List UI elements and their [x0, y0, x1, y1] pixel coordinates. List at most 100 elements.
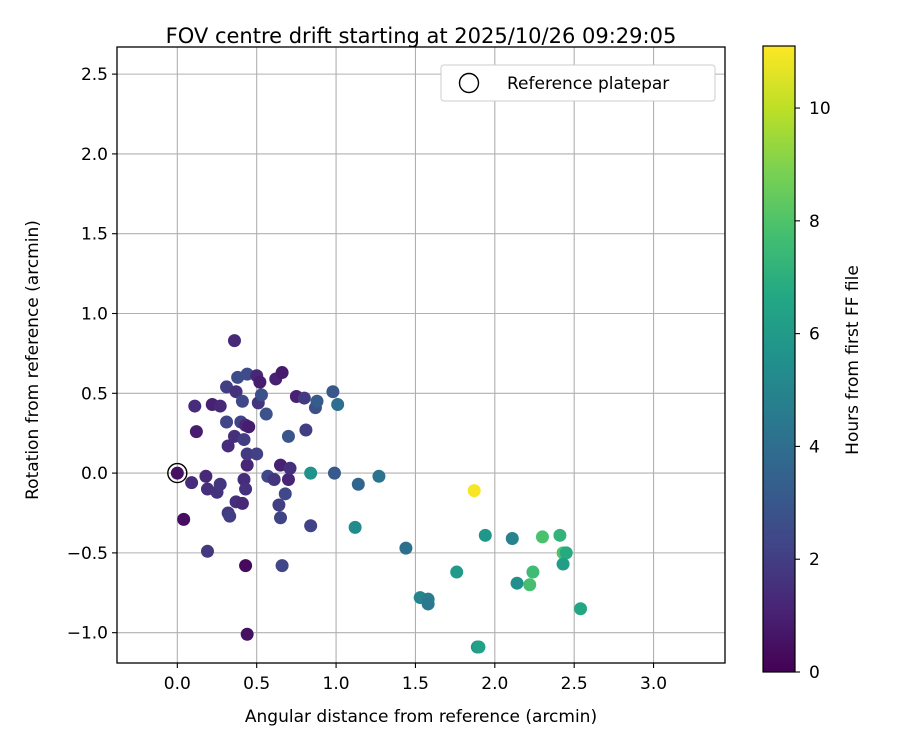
- x-tick-label: 2.0: [481, 674, 508, 694]
- data-point: [267, 472, 281, 486]
- data-point: [253, 375, 267, 389]
- colorbar-tick-label: 2: [809, 550, 820, 570]
- data-point: [213, 399, 227, 413]
- data-point: [399, 541, 413, 555]
- data-point: [240, 447, 254, 461]
- x-tick-label: 0.0: [164, 674, 191, 694]
- x-axis-label: Angular distance from reference (arcmin): [245, 707, 597, 727]
- data-point: [510, 576, 524, 590]
- plot-area-frame: [116, 46, 726, 664]
- data-point: [240, 458, 254, 472]
- data-point: [274, 511, 288, 525]
- data-point: [556, 557, 570, 571]
- data-point: [275, 559, 289, 573]
- data-point: [259, 407, 273, 421]
- data-point: [170, 466, 184, 480]
- data-point: [229, 385, 243, 399]
- y-tick-label: 0.0: [81, 464, 108, 484]
- data-point: [348, 520, 362, 534]
- data-point: [304, 519, 318, 533]
- data-point: [220, 415, 234, 429]
- data-points: [170, 334, 588, 654]
- data-point: [223, 509, 237, 523]
- data-point: [221, 439, 235, 453]
- data-point: [189, 425, 203, 439]
- data-point: [281, 429, 295, 443]
- data-point: [553, 528, 567, 542]
- grid-lines: [117, 47, 725, 663]
- data-point: [237, 472, 251, 486]
- data-point: [372, 469, 386, 483]
- data-point: [250, 447, 264, 461]
- data-point: [235, 394, 249, 408]
- colorbar-gradient: [762, 45, 796, 673]
- colorbar-tick-label: 4: [809, 437, 820, 457]
- data-point: [237, 433, 251, 447]
- data-point: [559, 546, 573, 560]
- y-axis-label: Rotation from reference (arcmin): [23, 220, 43, 500]
- colorbar: 0 2 4 6 8 10 Hours from first FF file: [762, 45, 863, 683]
- x-tick-label: 3.0: [640, 674, 667, 694]
- data-point: [272, 498, 286, 512]
- data-point: [351, 477, 365, 491]
- data-point: [227, 334, 241, 348]
- data-point: [326, 385, 340, 399]
- reference-platepar-marker: [167, 462, 188, 484]
- y-tick-label: 1.5: [81, 225, 108, 245]
- data-point: [188, 399, 202, 413]
- data-point: [472, 640, 486, 654]
- data-point: [299, 423, 313, 437]
- data-point: [526, 565, 540, 579]
- x-tick-label: 1.5: [402, 674, 429, 694]
- data-point: [254, 388, 268, 402]
- x-tick-label: 2.5: [561, 674, 588, 694]
- y-axis-ticks: −1.0 −0.5 0.0 0.5 1.0 1.5 2.0 2.5: [67, 65, 117, 644]
- legend-marker-icon: [458, 72, 480, 94]
- data-point: [240, 627, 254, 641]
- data-point: [327, 466, 341, 480]
- data-point: [450, 565, 464, 579]
- y-tick-label: 2.5: [81, 65, 108, 85]
- reference-marker: [167, 462, 188, 484]
- data-point: [213, 477, 227, 491]
- colorbar-tick-label: 8: [809, 212, 820, 232]
- data-point: [467, 484, 481, 498]
- data-point: [177, 512, 191, 526]
- data-point: [478, 528, 492, 542]
- data-point: [421, 597, 435, 611]
- data-point: [505, 532, 519, 546]
- data-point: [574, 602, 588, 616]
- y-tick-label: −0.5: [67, 544, 108, 564]
- data-point: [200, 544, 214, 558]
- data-point: [275, 366, 289, 380]
- y-tick-label: −1.0: [67, 624, 108, 644]
- x-tick-label: 1.0: [323, 674, 350, 694]
- data-point: [304, 466, 318, 480]
- colorbar-ticks: 0 2 4 6 8 10: [795, 99, 831, 683]
- data-point: [331, 397, 345, 411]
- data-point: [310, 394, 324, 408]
- data-point: [535, 530, 549, 544]
- data-point: [239, 559, 253, 573]
- colorbar-tick-label: 10: [809, 99, 831, 119]
- y-tick-label: 2.0: [81, 145, 108, 165]
- colorbar-tick-label: 0: [809, 663, 820, 683]
- data-point: [283, 461, 297, 475]
- data-point: [185, 476, 199, 490]
- y-tick-label: 0.5: [81, 384, 108, 404]
- legend: Reference platepar: [440, 64, 716, 102]
- data-point: [199, 469, 213, 483]
- x-axis-ticks: 0.0 0.5 1.0 1.5 2.0 2.5 3.0: [164, 663, 667, 694]
- data-point: [242, 420, 256, 434]
- colorbar-tick-label: 6: [809, 325, 820, 345]
- chart-title: FOV centre drift starting at 2025/10/26 …: [166, 24, 677, 48]
- legend-box: [440, 64, 716, 102]
- data-point: [297, 391, 311, 405]
- data-point: [235, 496, 249, 510]
- data-point: [278, 487, 292, 501]
- y-tick-label: 1.0: [81, 305, 108, 325]
- data-point: [239, 482, 253, 496]
- legend-label-reference: Reference platepar: [507, 74, 669, 94]
- data-point: [523, 578, 537, 592]
